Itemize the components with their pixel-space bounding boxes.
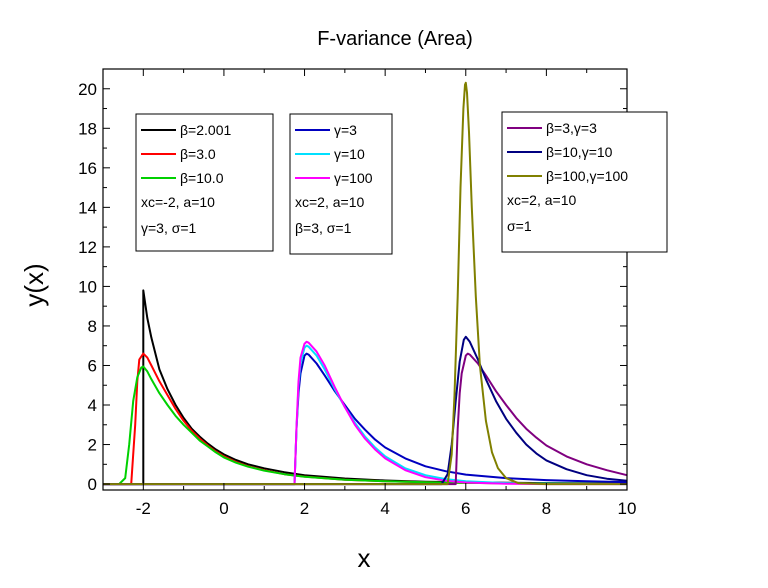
x-tick-label: 4 <box>380 499 389 518</box>
legend-label: γ=10 <box>334 146 365 162</box>
series-line-2 <box>103 352 627 486</box>
y-tick-label: 10 <box>78 277 97 296</box>
series-line-7 <box>103 352 628 486</box>
y-tick-label: 12 <box>78 238 97 257</box>
y-axis-title: y(x) <box>19 263 49 306</box>
x-tick-label: 6 <box>461 499 470 518</box>
x-tick-label: 0 <box>219 499 228 518</box>
legend-label: β=2.001 <box>180 122 231 138</box>
legend-note: xc=-2, a=10 <box>141 194 215 210</box>
series-line-1 <box>103 289 628 486</box>
series-line-3 <box>103 365 627 486</box>
x-tick-label: 8 <box>542 499 551 518</box>
x-axis-title: x <box>358 543 371 573</box>
x-tick-label: 10 <box>618 499 637 518</box>
legend-frame <box>135 113 274 252</box>
legend-label: β=100,γ=100 <box>546 168 628 184</box>
legend-frame <box>289 113 393 255</box>
y-tick-label: 2 <box>88 436 97 455</box>
legend-box-1: β=2.001 β=3.0 β=10.0 xc=-2, a=10 γ=3, σ=1 <box>135 113 274 252</box>
plot-frame <box>102 68 628 491</box>
legend-note: σ=1 <box>507 218 532 234</box>
y-tick-label: 6 <box>88 356 97 375</box>
legend-note: β=3, σ=1 <box>295 220 352 236</box>
series-line-9 <box>103 81 627 486</box>
legend-frame <box>501 111 668 253</box>
y-tick-label: 0 <box>88 475 97 494</box>
legend-layer: β=2.001 β=3.0 β=10.0 xc=-2, a=10 γ=3, σ=1 γ=3… <box>135 111 668 255</box>
y-tick-label: 14 <box>78 198 97 217</box>
x-tick-label: -2 <box>136 499 151 518</box>
legend-label: β=10.0 <box>180 170 224 186</box>
legend-note: γ=3, σ=1 <box>141 220 197 236</box>
y-tick-label: 18 <box>78 119 97 138</box>
legend-label: γ=3 <box>334 122 357 138</box>
legend-label: β=3,γ=3 <box>546 120 597 136</box>
y-tick-label: 20 <box>78 80 97 99</box>
series-line-6 <box>103 340 627 486</box>
legend-box-3: β=3,γ=3 β=10,γ=10 β=100,γ=100 xc=2, a=10 σ=1 <box>501 111 668 253</box>
legend-label: β=10,γ=10 <box>546 144 613 160</box>
y-tick-label: 16 <box>78 159 97 178</box>
legend-label: β=3.0 <box>180 146 216 162</box>
y-tick-label: 4 <box>88 396 97 415</box>
legend-note: xc=2, a=10 <box>295 194 364 210</box>
chart-title: F-variance (Area) <box>317 28 473 50</box>
y-tick-label: 8 <box>88 317 97 336</box>
legend-label: γ=100 <box>334 170 373 186</box>
x-tick-label: 2 <box>300 499 309 518</box>
legend-note: xc=2, a=10 <box>507 192 576 208</box>
series-layer <box>103 81 628 486</box>
series-line-8 <box>103 335 628 486</box>
legend-box-2: γ=3 γ=10 γ=100 xc=2, a=10 β=3, σ=1 <box>289 113 393 255</box>
axis-ticks: -2 0 2 4 6 8 10 0 2 4 6 8 10 12 14 16 18 20 <box>78 68 637 518</box>
